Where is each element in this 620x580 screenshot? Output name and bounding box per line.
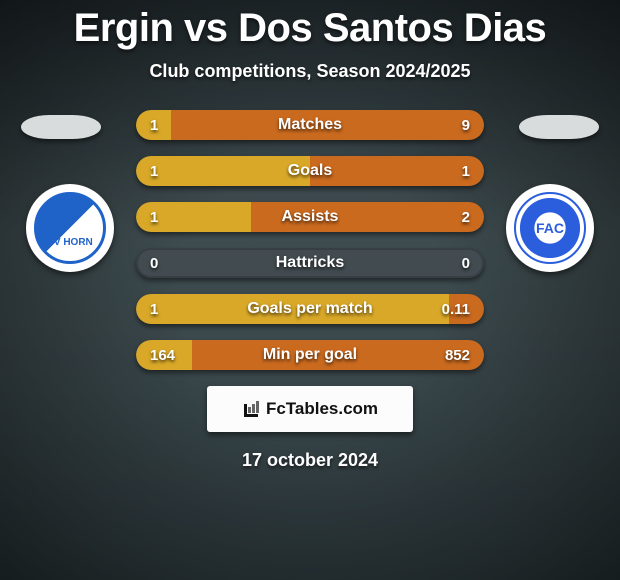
stat-fill-right <box>251 202 484 232</box>
stat-fill-right <box>449 294 484 324</box>
stat-fill-right <box>310 156 484 186</box>
player-head-icon <box>519 115 599 139</box>
chart-icon <box>242 400 260 418</box>
stat-fill-left <box>136 110 171 140</box>
comparison-date: 17 october 2024 <box>0 450 620 471</box>
stat-fill-left <box>136 156 310 186</box>
comparison-body: SV HORN FAC 19Matches 11Goals 12Assists 0 0H… <box>0 110 620 471</box>
player-silhouette-right <box>504 115 614 139</box>
stat-bar: 164852Min per goal <box>136 340 484 370</box>
club-badge-left: SV HORN <box>26 184 114 272</box>
stat-value-right: 0 <box>462 248 470 278</box>
vs-separator: vs <box>184 6 228 50</box>
club-badge-right: FAC <box>506 184 594 272</box>
stat-bars: 19Matches 11Goals 12Assists 0 0Hattricks 10.1… <box>136 110 484 370</box>
player-silhouette-left <box>6 115 116 139</box>
stat-fill-left <box>136 340 192 370</box>
stat-bar: 10.11Goals per match <box>136 294 484 324</box>
stat-fill-left <box>136 294 449 324</box>
stat-fill-right <box>192 340 484 370</box>
player-right-name: Dos Santos Dias <box>238 6 546 50</box>
stat-bar: 11Goals <box>136 156 484 186</box>
stat-label: Hattricks <box>136 248 484 278</box>
brand-badge: FcTables.com <box>207 386 413 432</box>
player-left-name: Ergin <box>74 6 174 50</box>
stat-value-left: 0 <box>150 248 158 278</box>
club-badge-right-text: FAC <box>506 184 594 272</box>
player-head-icon <box>21 115 101 139</box>
stat-bar: 0 0Hattricks <box>136 248 484 278</box>
brand-text: FcTables.com <box>266 399 378 419</box>
club-badge-left-text: SV HORN <box>26 198 114 286</box>
comparison-subtitle: Club competitions, Season 2024/2025 <box>0 61 620 82</box>
comparison-title: Ergin vs Dos Santos Dias <box>0 0 620 51</box>
stat-bar: 19Matches <box>136 110 484 140</box>
stat-bar: 12Assists <box>136 202 484 232</box>
stat-fill-left <box>136 202 251 232</box>
stat-fill-right <box>171 110 484 140</box>
